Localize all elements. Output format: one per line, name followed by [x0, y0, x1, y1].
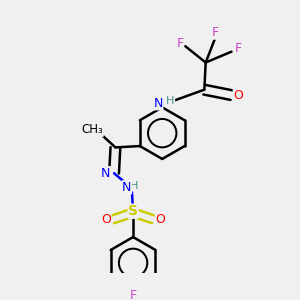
Text: O: O [101, 213, 111, 226]
Text: H: H [130, 181, 139, 191]
Text: N: N [101, 167, 111, 180]
Text: N: N [122, 181, 131, 194]
Text: F: F [130, 289, 136, 300]
Text: F: F [212, 26, 219, 39]
Text: F: F [176, 37, 183, 50]
Text: N: N [154, 97, 163, 110]
Text: F: F [235, 42, 242, 56]
Text: CH₃: CH₃ [82, 123, 103, 136]
Text: S: S [128, 204, 138, 218]
Text: O: O [155, 213, 165, 226]
Text: O: O [233, 88, 243, 102]
Text: H: H [166, 95, 175, 106]
